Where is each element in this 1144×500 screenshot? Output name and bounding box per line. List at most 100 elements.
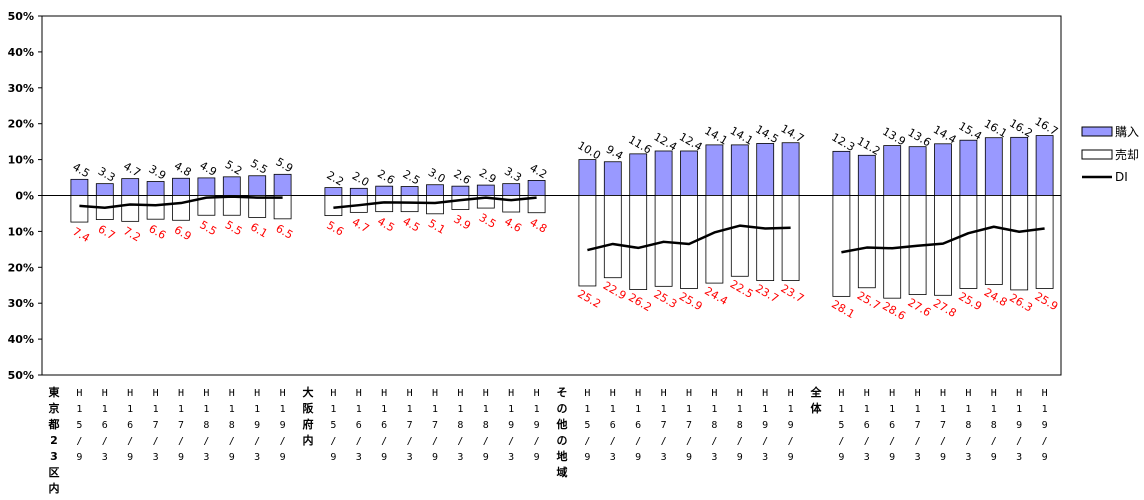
x-tick-label-char: H: [661, 388, 667, 399]
bar-buy: [95, 183, 114, 196]
bar-sell: [324, 195, 343, 217]
x-tick-label-char: 9: [508, 420, 514, 431]
bar-sell: [222, 195, 241, 216]
x-tick-label-char: /: [356, 436, 362, 447]
data-label-sell: 28.1: [829, 298, 857, 322]
x-tick-label-char: H: [788, 388, 794, 399]
x-tick-label-char: 1: [661, 404, 667, 415]
bar-sell: [959, 195, 978, 289]
x-tick-label-char: /: [762, 436, 768, 447]
data-label-buy: 5.2: [223, 158, 245, 178]
bar-buy: [959, 139, 978, 196]
x-tick-label-char: H: [76, 388, 82, 399]
legend: 購入 売却 DI: [1081, 125, 1139, 184]
data-label-sell: 5.5: [197, 218, 219, 238]
bar-buy: [426, 184, 444, 196]
series-line-di: [841, 225, 1045, 254]
x-tick-label-char: 9: [1016, 420, 1022, 431]
bar-sell: [1035, 195, 1054, 289]
x-tick-label-char: 8: [991, 420, 997, 431]
data-label-sell: 4.8: [528, 216, 550, 236]
x-group-label-char: 都: [48, 417, 60, 431]
data-label-sell: 6.7: [96, 223, 118, 243]
data-label-buy: 4.8: [172, 159, 194, 179]
x-group-label-char: 区: [49, 466, 60, 479]
bar-buy: [324, 187, 343, 196]
bar-buy: [172, 177, 190, 196]
x-tick-label-char: H: [1042, 388, 1048, 399]
bar-sell: [1010, 195, 1029, 291]
x-tick-label-char: 1: [127, 404, 133, 415]
x-tick-label-char: 1: [889, 404, 895, 415]
x-tick-label-char: H: [254, 388, 260, 399]
x-tick-label-char: /: [788, 436, 794, 447]
x-tick-label-char: H: [330, 388, 336, 399]
bar-buy: [476, 184, 495, 196]
x-tick-label-char: 6: [127, 420, 133, 431]
x-tick-label-char: 9: [1042, 452, 1048, 463]
bar-buy: [273, 173, 292, 196]
bar-buy: [730, 144, 749, 196]
data-label-sell: 25.7: [855, 289, 883, 313]
x-tick-label-char: 7: [407, 420, 413, 431]
bar-sell: [756, 195, 775, 281]
bar-buy: [578, 159, 597, 196]
data-label-buy: 5.5: [248, 157, 270, 177]
data-label-buy: 9.4: [604, 143, 626, 163]
x-tick-label-char: 9: [381, 452, 387, 463]
x-tick-label-char: /: [254, 436, 260, 447]
x-tick-label-char: 9: [178, 452, 184, 463]
x-tick-label-char: /: [508, 436, 514, 447]
y-tick-label: 0%: [15, 190, 34, 203]
bar-sell: [857, 195, 876, 289]
data-label-buy: 12.3: [829, 131, 857, 155]
bar-buy: [121, 178, 140, 196]
x-tick-label-char: 1: [280, 404, 286, 415]
data-label-sell: 4.6: [502, 215, 524, 235]
x-tick-label-char: 5: [76, 420, 82, 431]
x-tick-label-char: /: [965, 436, 971, 447]
x-tick-label-char: 9: [229, 452, 235, 463]
bar-buy: [146, 181, 165, 196]
x-tick-label-char: 9: [889, 452, 895, 463]
x-tick-label-char: 5: [838, 420, 844, 431]
x-group-label-char: 府: [303, 417, 314, 431]
x-tick-label-char: 1: [991, 404, 997, 415]
x-tick-label-char: H: [280, 388, 286, 399]
x-tick-label-char: 3: [915, 452, 921, 463]
data-label-buy: 12.4: [651, 130, 679, 154]
x-tick-label-char: 7: [432, 420, 438, 431]
bar-buy: [654, 150, 673, 196]
x-tick-label-char: 3: [762, 452, 768, 463]
x-tick-label-char: 1: [483, 404, 489, 415]
series-line-di: [333, 196, 537, 209]
bar-buy: [375, 185, 394, 196]
x-tick-label-char: 8: [711, 420, 717, 431]
x-tick-label-char: 7: [661, 420, 667, 431]
data-label-buy: 16.7: [1032, 115, 1060, 139]
x-tick-label-char: /: [584, 436, 590, 447]
bar-sell: [197, 195, 216, 216]
bar-buy: [857, 154, 876, 196]
x-tick-label-char: H: [762, 388, 768, 399]
x-tick-label-char: 1: [457, 404, 463, 415]
bar-sell: [705, 195, 724, 284]
bar-sell: [273, 195, 292, 220]
bar-sell: [730, 195, 749, 277]
x-tick-label-char: /: [483, 436, 489, 447]
plot-area: 4.57.43.36.74.77.23.96.64.86.94.95.55.25…: [41, 15, 1062, 376]
data-label-sell: 4.5: [375, 215, 397, 235]
bar-sell: [984, 195, 1003, 285]
x-group-label-char: 他: [556, 417, 568, 431]
x-tick-label-char: 8: [965, 420, 971, 431]
data-label-buy: 3.3: [502, 165, 524, 185]
x-tick-label-char: 9: [534, 420, 540, 431]
x-group-label-char: 域: [557, 465, 568, 479]
y-tick-label: 50%: [8, 10, 34, 23]
x-tick-label-char: /: [432, 436, 438, 447]
x-tick-label-char: H: [838, 388, 844, 399]
x-tick-label-char: 1: [838, 404, 844, 415]
x-tick-label-char: 1: [102, 404, 108, 415]
data-label-sell: 25.9: [956, 290, 984, 314]
data-label-buy: 3.3: [96, 165, 118, 185]
